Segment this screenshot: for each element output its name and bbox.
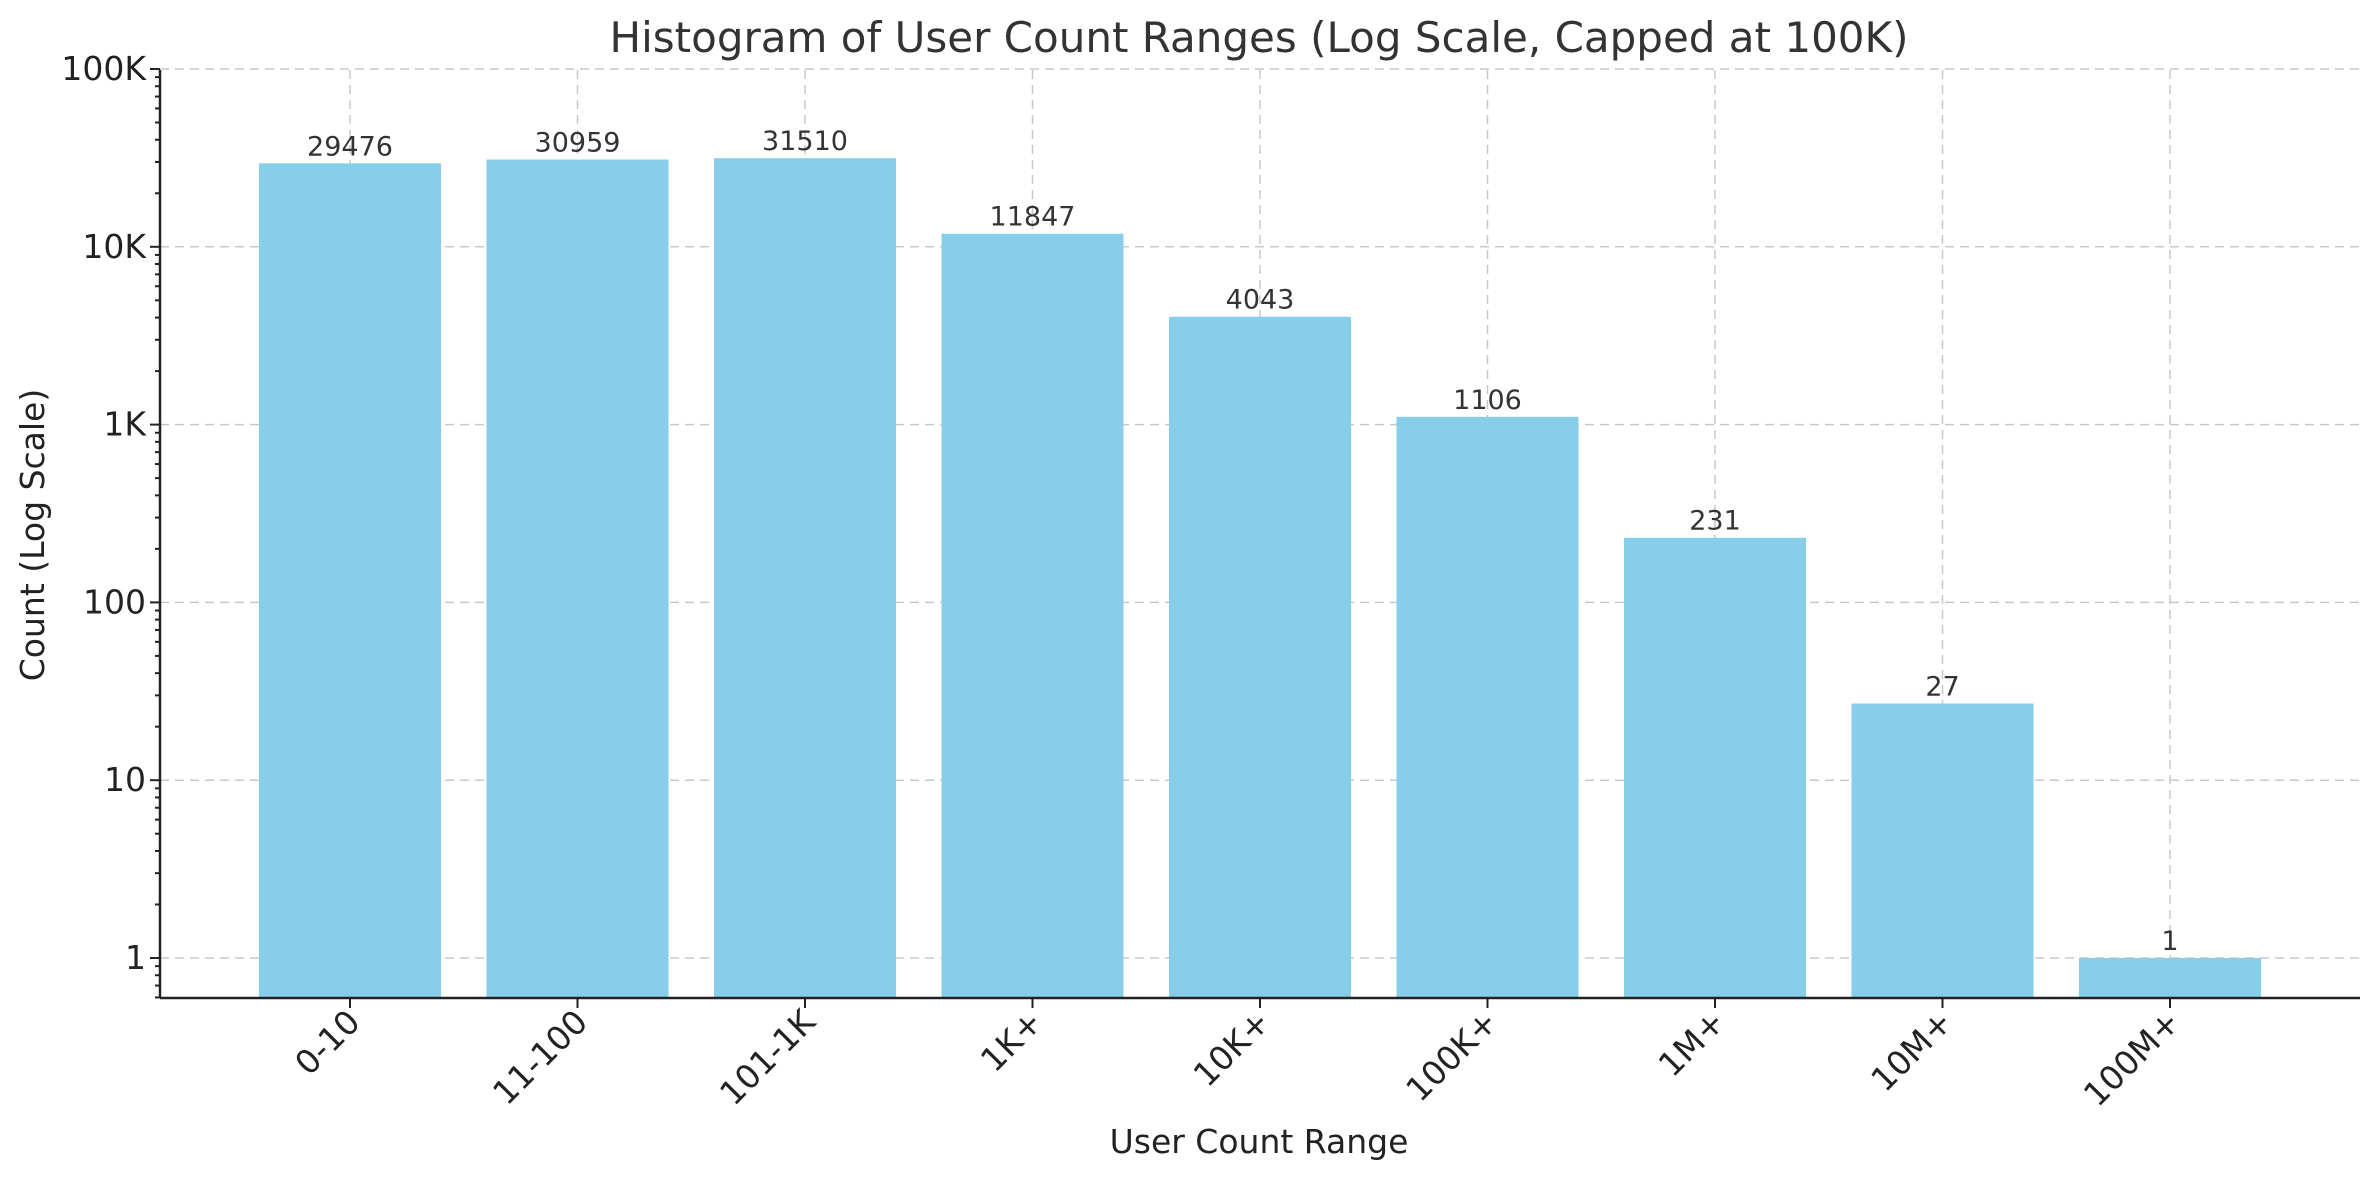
x-tick-label: 100K+ (1398, 1002, 1505, 1109)
y-tick-label: 100 (83, 582, 146, 621)
x-ticks: 0-10 11-100 101-1K 1K+ 10K+ 100K+ 1M+ 10M+ 100M+ (287, 998, 2188, 1114)
y-axis-label: Count (Log Scale) (13, 389, 52, 681)
bar-value-label: 1 (2161, 926, 2178, 957)
bar (486, 159, 669, 998)
bar-value-label: 27 (1925, 672, 1959, 703)
x-tick-label: 0-10 (287, 1002, 368, 1083)
bar (259, 163, 441, 998)
y-tick-label: 1K (103, 405, 147, 444)
x-tick-label: 11-100 (485, 1002, 595, 1112)
data-labels: 29476 30959 31510 11847 4043 1106 231 27 1 (307, 126, 2179, 957)
bar (714, 158, 896, 998)
x-tick-label: 10M+ (1863, 1002, 1960, 1099)
y-tick-label: 10 (104, 760, 146, 799)
bar-value-label: 231 (1689, 506, 1741, 537)
y-ticks: 1 10 100 1K 10K 100K (61, 49, 160, 999)
bar (1851, 703, 2034, 998)
x-tick-label: 100M+ (2076, 1002, 2188, 1114)
x-axis-label: User Count Range (1110, 1122, 1409, 1161)
bars (259, 158, 2261, 999)
bar (1169, 316, 1351, 998)
bar (941, 233, 1124, 999)
y-tick-label: 10K (82, 227, 147, 266)
bar-value-label: 11847 (990, 202, 1076, 233)
y-tick-label: 100K (61, 49, 147, 88)
x-tick-label: 10K+ (1186, 1002, 1278, 1094)
bar-value-label: 31510 (762, 126, 848, 157)
bar (1624, 537, 1806, 998)
x-tick-label: 1K+ (973, 1002, 1050, 1079)
bar-value-label: 4043 (1226, 285, 1295, 316)
bar (1396, 416, 1579, 999)
bar-value-label: 1106 (1453, 385, 1522, 416)
bar (2079, 958, 2261, 998)
x-tick-label: 1M+ (1651, 1002, 1733, 1084)
bar-value-label: 30959 (535, 128, 621, 159)
y-tick-label: 1 (125, 938, 146, 977)
bar-value-label: 29476 (307, 131, 393, 162)
x-tick-label: 101-1K (712, 1001, 824, 1113)
chart-title: Histogram of User Count Ranges (Log Scal… (610, 13, 1909, 62)
